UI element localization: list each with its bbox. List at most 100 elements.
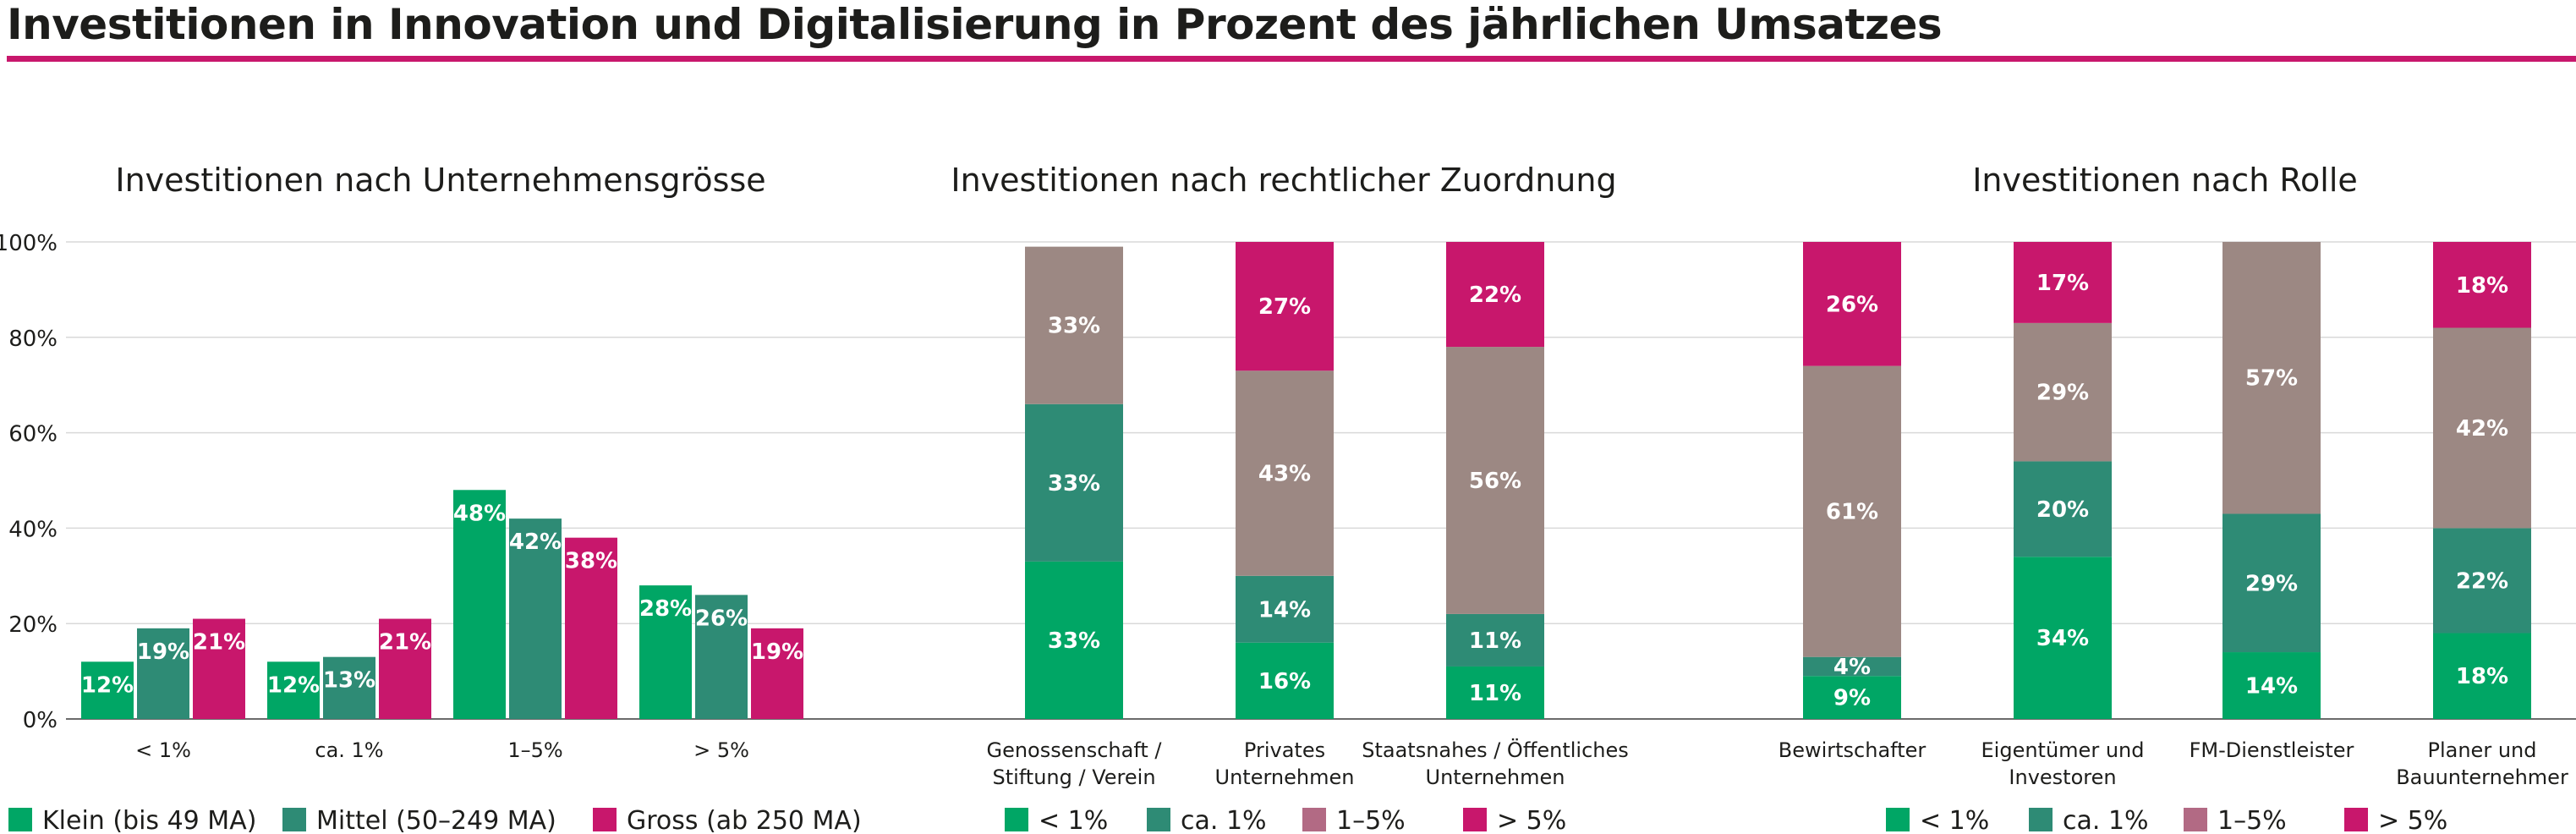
bar-segment — [1446, 666, 1544, 719]
bar-segment — [2222, 513, 2321, 653]
legend-swatch — [1005, 808, 1028, 831]
data-label: 19% — [137, 639, 189, 665]
bar-segment — [1236, 242, 1334, 371]
x-tick-label: Unternehmen — [1215, 765, 1355, 789]
data-label: 21% — [379, 630, 431, 656]
x-tick-label: Privates — [1244, 738, 1325, 762]
data-label: 27% — [1258, 294, 1311, 320]
data-label: 14% — [2245, 674, 2298, 700]
bar-segment — [1025, 561, 1123, 719]
title-rule — [7, 56, 2576, 62]
legend-swatch — [593, 808, 617, 831]
bar — [323, 656, 375, 719]
legend-swatch — [282, 808, 306, 831]
y-tick-label: 60% — [8, 422, 58, 447]
bar — [639, 585, 692, 719]
x-tick-label: Unternehmen — [1426, 765, 1565, 789]
data-label: 22% — [1469, 283, 1521, 308]
data-label: 18% — [2456, 664, 2508, 689]
data-label: 29% — [2245, 571, 2298, 596]
bar-segment — [2222, 242, 2321, 514]
data-label: 21% — [193, 630, 245, 656]
bar — [695, 595, 748, 719]
data-label: 20% — [2036, 497, 2089, 523]
data-label: 42% — [2456, 416, 2508, 442]
data-label: 33% — [1048, 314, 1100, 339]
data-label: 16% — [1258, 669, 1311, 694]
legend-label: Klein (bis 49 MA) — [42, 806, 256, 834]
data-label: 43% — [1258, 462, 1311, 487]
x-tick-label: 1–5% — [507, 738, 562, 762]
legend-label: Mittel (50–249 MA) — [316, 806, 556, 834]
bar — [81, 661, 134, 719]
x-tick-label: Bauunternehmer — [2396, 765, 2568, 789]
legend-swatch — [2344, 808, 2368, 831]
legend-label: > 5% — [2378, 806, 2447, 834]
x-tick-label: FM-Dienstleister — [2190, 738, 2354, 762]
bar-segment — [1236, 642, 1334, 719]
legend-swatch — [2184, 808, 2207, 831]
data-label: 12% — [267, 672, 320, 698]
bar — [193, 618, 245, 719]
bar-segment — [2014, 242, 2112, 323]
x-tick-label: Eigentümer und — [1981, 738, 2145, 762]
bar-segment — [2433, 528, 2531, 634]
bar-segment — [1236, 370, 1334, 576]
data-label: 18% — [2456, 273, 2508, 299]
data-label: 26% — [1826, 292, 1878, 317]
x-tick-label: Bewirtschafter — [1779, 738, 1927, 762]
bar — [751, 628, 803, 719]
bar-segment — [2222, 652, 2321, 719]
x-tick-label: > 5% — [693, 738, 749, 762]
legend-label: Gross (ab 250 MA) — [627, 806, 862, 834]
legend-swatch — [1886, 808, 1910, 831]
data-label: 29% — [2036, 381, 2089, 406]
bar — [453, 490, 506, 719]
y-tick-label: 0% — [23, 708, 58, 733]
panel-title: Investitionen nach Rolle — [1972, 162, 2358, 199]
y-tick-label: 80% — [8, 326, 58, 352]
data-label: 4% — [1833, 655, 1871, 680]
data-label: 12% — [81, 672, 134, 698]
bar-segment — [1803, 676, 1901, 719]
data-label: 33% — [1048, 628, 1100, 654]
data-label: 17% — [2036, 271, 2089, 296]
legend-label: < 1% — [1920, 806, 1989, 834]
legend-label: ca. 1% — [1181, 806, 1267, 834]
bar-segment — [1803, 656, 1901, 677]
data-label: 9% — [1833, 686, 1871, 711]
y-tick-label: 20% — [8, 612, 58, 638]
x-tick-label: ca. 1% — [315, 738, 383, 762]
bar-segment — [1236, 575, 1334, 643]
bar-segment — [2433, 242, 2531, 328]
legend-swatch — [8, 808, 32, 831]
legend-swatch — [1302, 808, 1326, 831]
legend-label: < 1% — [1039, 806, 1108, 834]
data-label: 19% — [751, 639, 803, 665]
bar-segment — [2433, 327, 2531, 529]
bar-segment — [1803, 242, 1901, 366]
bar-segment — [2433, 633, 2531, 719]
bar-segment — [1446, 613, 1544, 667]
legend-swatch — [1147, 808, 1170, 831]
data-label: 48% — [453, 501, 506, 526]
bar — [509, 519, 562, 719]
data-label: 22% — [2456, 568, 2508, 594]
bar-segment — [2014, 557, 2112, 719]
panel-title: Investitionen nach Unternehmensgrösse — [115, 162, 765, 199]
bar — [137, 628, 189, 719]
data-label: 61% — [1826, 500, 1878, 525]
x-tick-label: Genossenschaft / — [986, 738, 1162, 762]
bar — [379, 618, 431, 719]
data-label: 26% — [695, 606, 748, 631]
bar-segment — [2014, 322, 2112, 462]
bar-segment — [1025, 246, 1123, 404]
bar-segment — [1803, 365, 1901, 657]
page-title: Investitionen in Innovation und Digitali… — [7, 0, 1943, 49]
legend-label: > 5% — [1497, 806, 1566, 834]
legend-swatch — [1463, 808, 1487, 831]
bar — [267, 661, 320, 719]
x-tick-label: Investoren — [2009, 765, 2116, 789]
data-label: 13% — [323, 668, 375, 694]
bar-segment — [1446, 242, 1544, 348]
